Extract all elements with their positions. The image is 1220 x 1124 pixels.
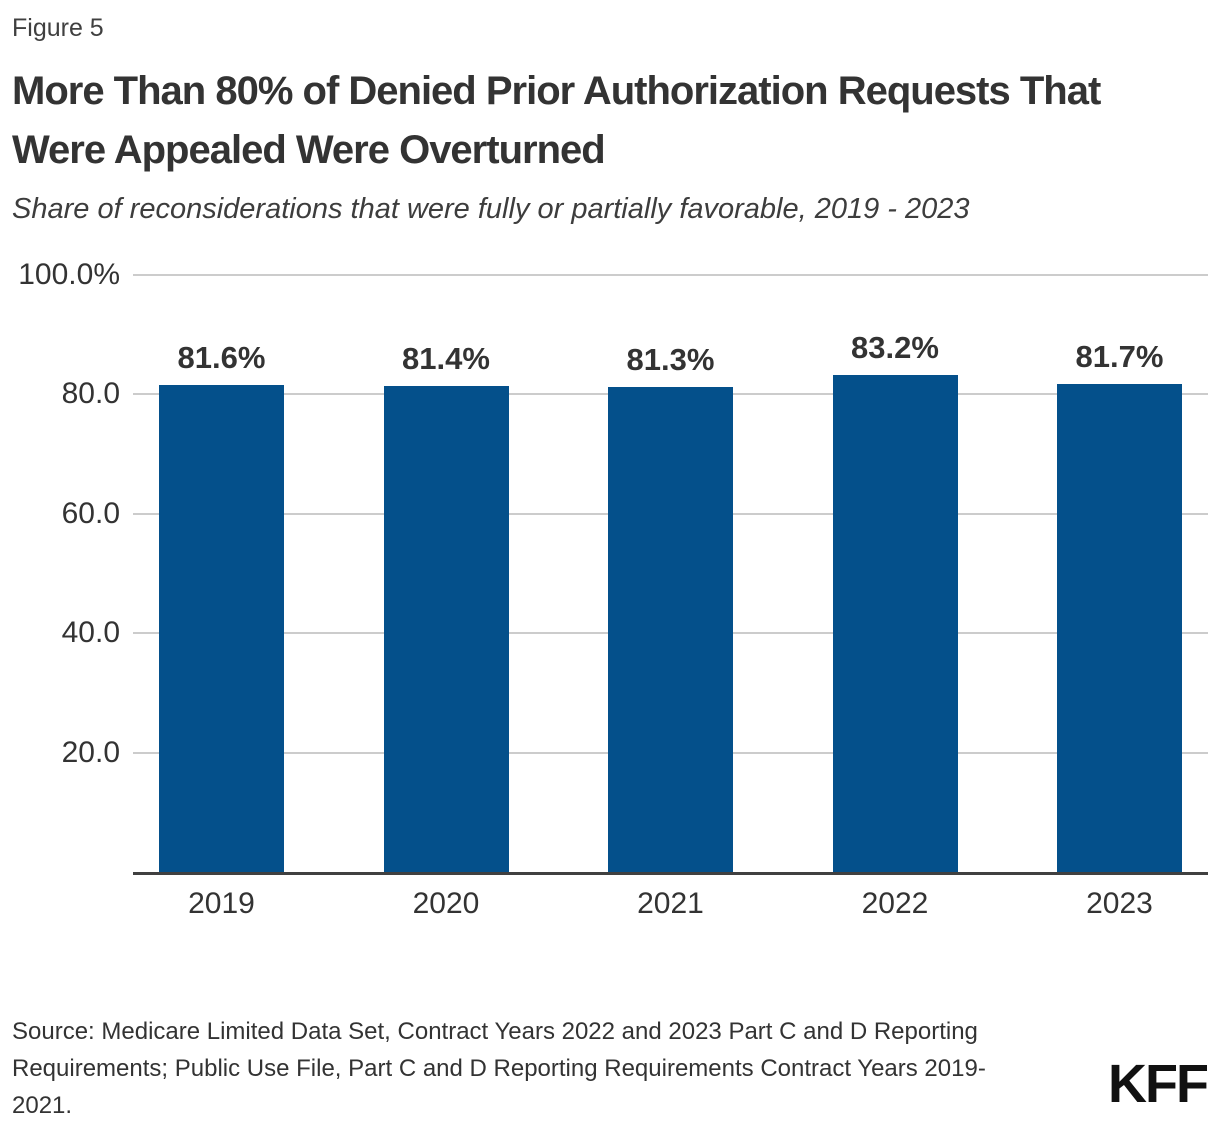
- plot-area: 81.6% 81.4% 81.3% 83.2% 81.7%: [133, 274, 1208, 875]
- source-note-line-2: Requirements; Public Use File, Part C an…: [12, 1055, 986, 1082]
- chart-title: More Than 80% of Denied Prior Authorizat…: [12, 62, 1212, 180]
- x-tick-label-2023: 2023: [1086, 887, 1153, 920]
- kff-logo: KFF: [1108, 1054, 1209, 1114]
- source-note-line-1: Source: Medicare Limited Data Set, Contr…: [12, 1018, 978, 1045]
- x-axis: 2019 2020 2021 2022 2023: [133, 887, 1208, 927]
- y-tick-label-60: 60.0: [61, 496, 120, 530]
- bar-value-label-2022: 83.2%: [851, 330, 939, 366]
- bar-2021[interactable]: [608, 386, 733, 872]
- bar-value-label-2023: 81.7%: [1075, 339, 1164, 375]
- x-tick-label-2020: 2020: [412, 887, 480, 920]
- figure-number-label: Figure 5: [12, 14, 104, 42]
- y-axis: 100.0% 80.0 60.0 40.0 20.0: [0, 258, 120, 872]
- bar-value-label-2021: 81.3%: [626, 341, 715, 377]
- x-tick-label-2022: 2022: [861, 887, 929, 920]
- source-note: Source: Medicare Limited Data Set, Contr…: [12, 1013, 986, 1124]
- y-tick-label-100: 100.0%: [18, 258, 120, 291]
- bar-2023[interactable]: [1057, 384, 1182, 872]
- bar-value-label-2019: 81.6%: [177, 339, 266, 375]
- bar-value-label-2020: 81.4%: [402, 341, 490, 377]
- chart-title-line-2: Were Appealed Were Overturned: [12, 128, 606, 172]
- gridline-100: [133, 274, 1208, 276]
- source-note-line-3: 2021.: [12, 1092, 73, 1119]
- chart-title-line-1: More Than 80% of Denied Prior Authorizat…: [12, 69, 1101, 113]
- bar-2020[interactable]: [383, 386, 509, 872]
- y-tick-label-20: 20.0: [61, 735, 120, 769]
- y-tick-label-40: 40.0: [61, 616, 120, 650]
- y-tick-label-80: 80.0: [61, 377, 120, 411]
- bar-2019[interactable]: [159, 384, 284, 872]
- x-tick-label-2021: 2021: [637, 887, 704, 920]
- x-tick-label-2019: 2019: [188, 887, 255, 920]
- chart-subtitle: Share of reconsiderations that were full…: [12, 193, 970, 225]
- bar-2022[interactable]: [832, 375, 958, 872]
